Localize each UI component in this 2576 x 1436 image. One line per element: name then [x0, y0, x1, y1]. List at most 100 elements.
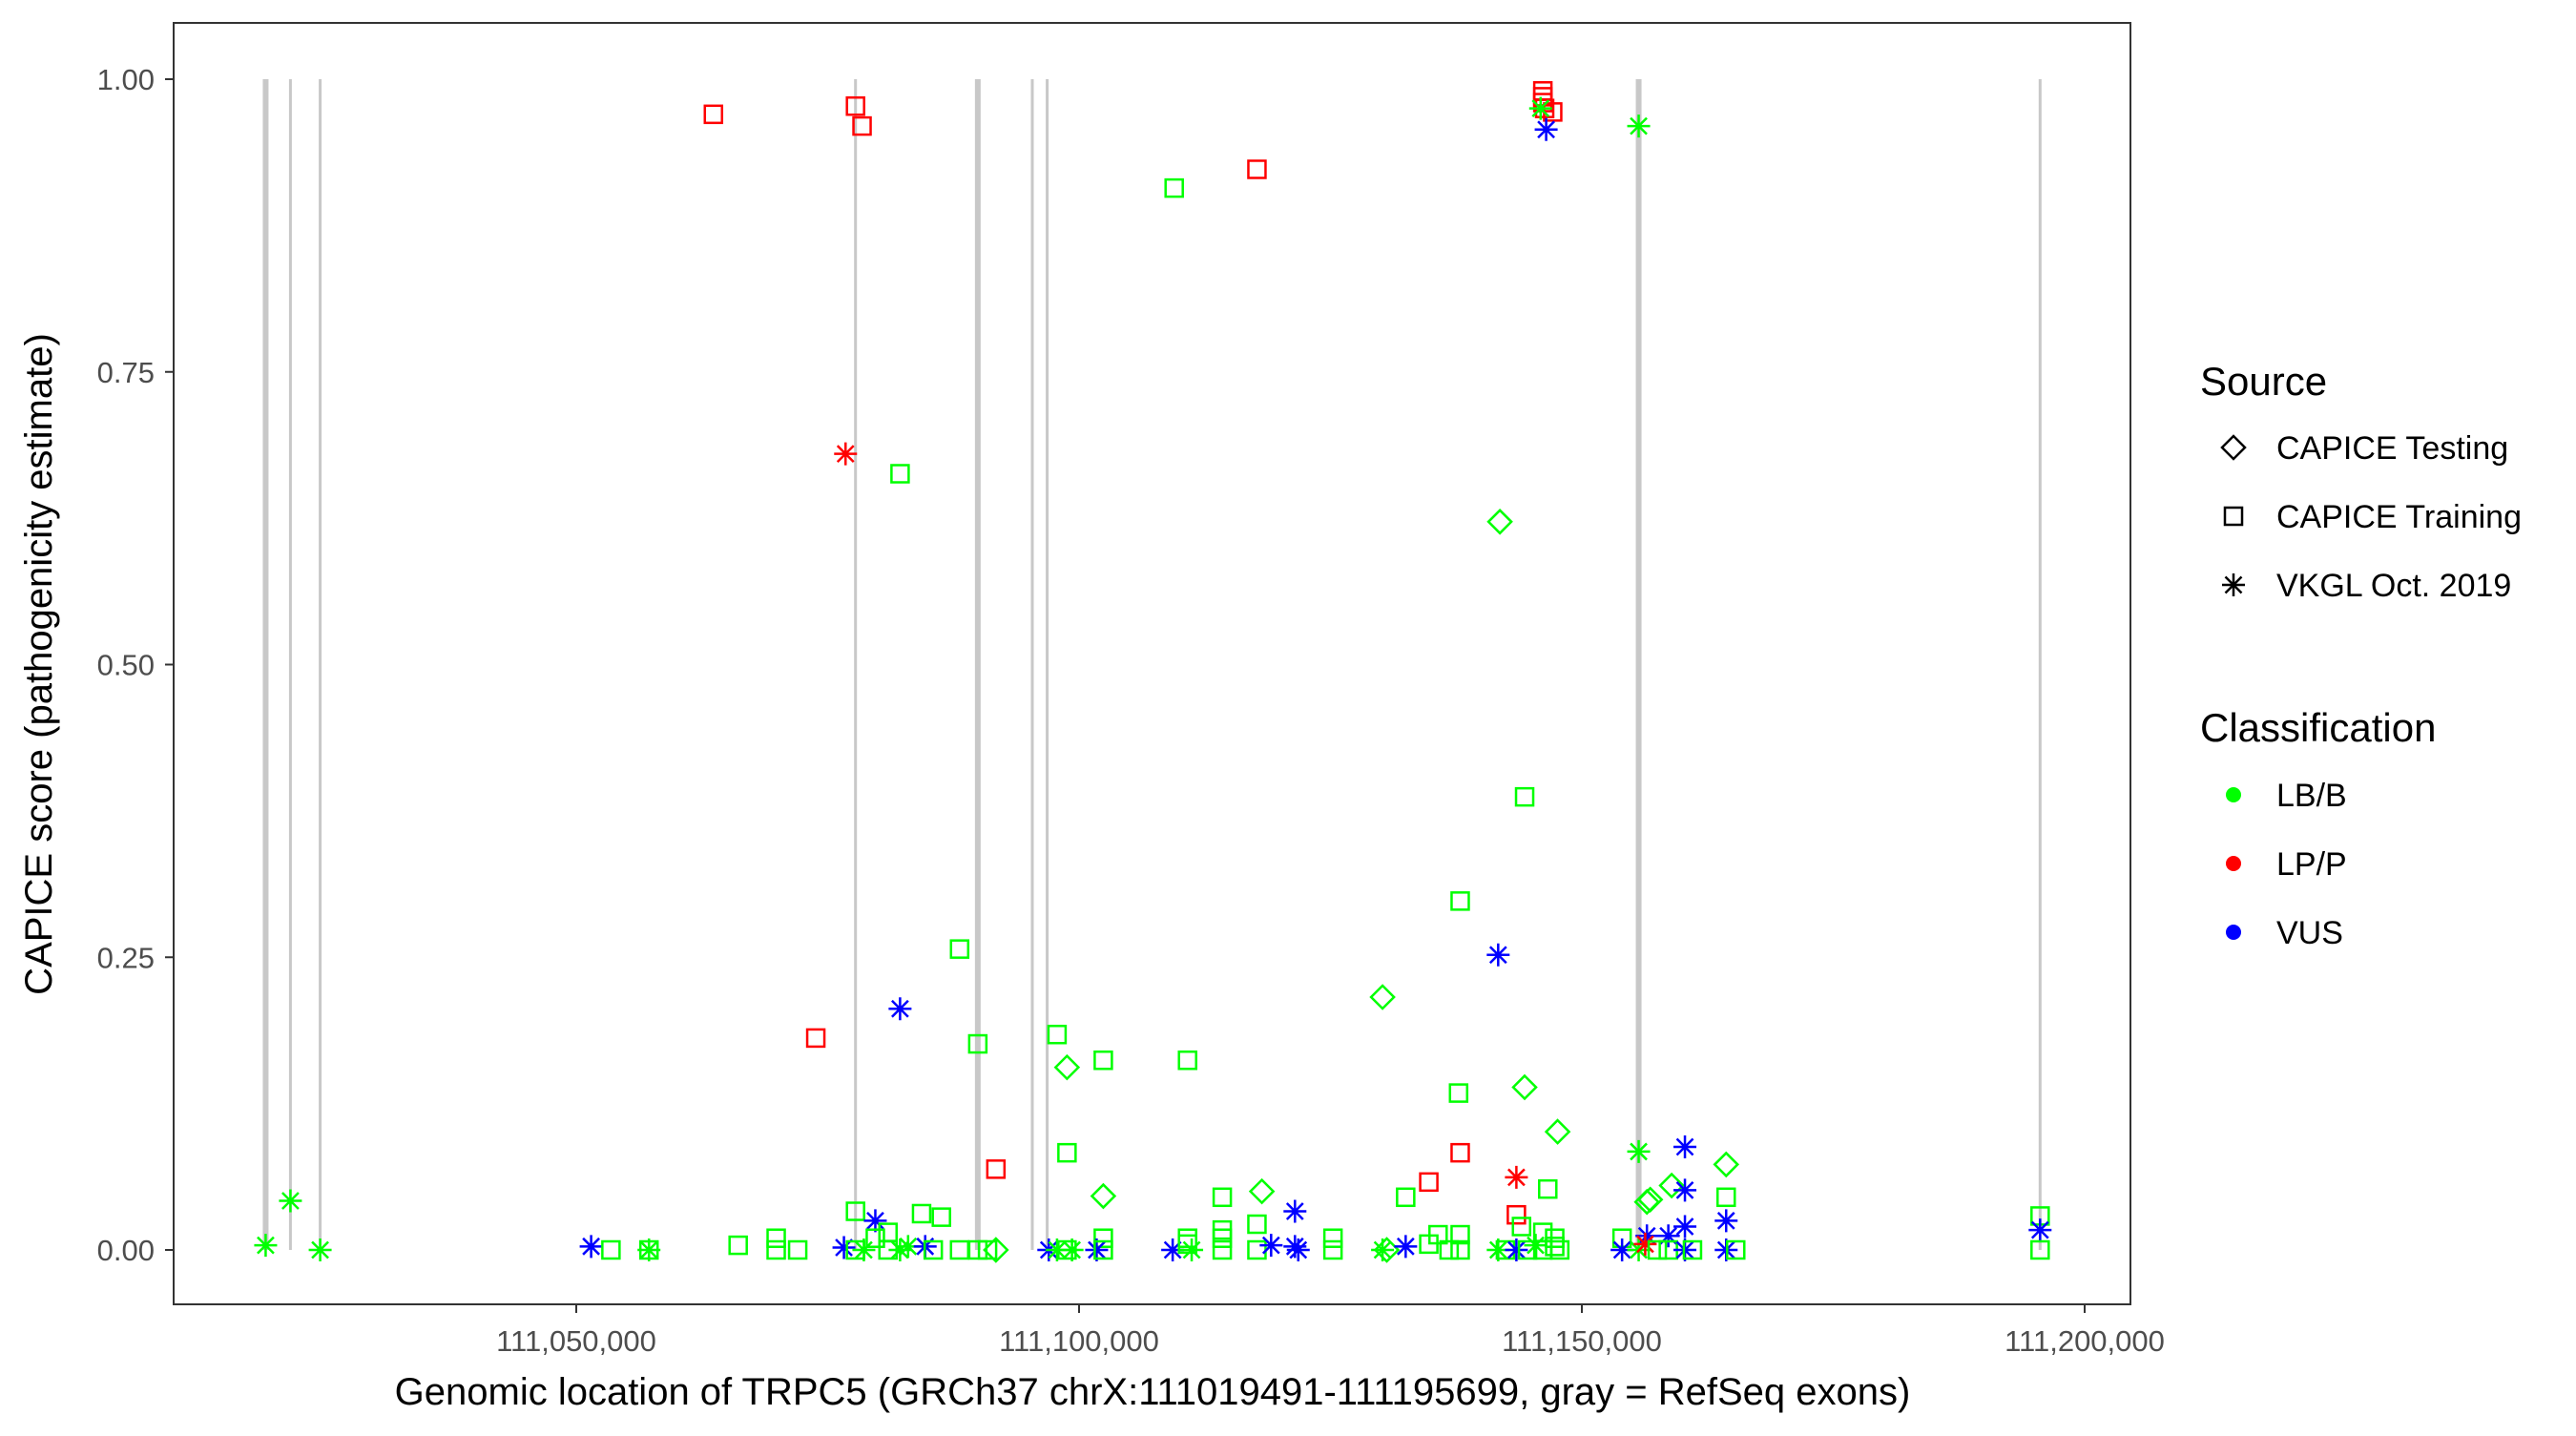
data-point	[977, 1239, 998, 1260]
data-point	[967, 1033, 988, 1054]
data-point	[834, 442, 858, 466]
data-point	[1212, 1228, 1233, 1248]
data-point	[1524, 1234, 1548, 1258]
data-point	[1635, 1224, 1659, 1248]
data-point	[865, 1228, 885, 1248]
data-point	[1448, 1083, 1469, 1103]
data-point	[1177, 1050, 1197, 1071]
data-point	[1247, 159, 1267, 179]
data-point	[1394, 1235, 1418, 1259]
data-point	[896, 1235, 920, 1259]
data-point	[911, 1203, 932, 1224]
data-point	[1045, 1238, 1069, 1261]
data-point	[1514, 786, 1535, 807]
data-point	[1369, 984, 1396, 1010]
legend-class-label: LB/B	[2276, 778, 2347, 814]
y-tick-label: 0.25	[97, 941, 155, 974]
data-point	[254, 1234, 278, 1258]
data-point	[1486, 1238, 1510, 1261]
data-point	[601, 1239, 621, 1260]
data-point	[1371, 1238, 1395, 1261]
data-point	[1164, 177, 1184, 198]
data-point	[1093, 1050, 1113, 1071]
data-point	[579, 1235, 603, 1259]
data-point	[279, 1189, 302, 1213]
data-point	[637, 1238, 661, 1261]
x-axis-title: Genomic location of TRPC5 (GRCh37 chrX:1…	[395, 1371, 1911, 1413]
data-point	[1506, 1204, 1527, 1225]
data-point	[1673, 1135, 1697, 1159]
data-point	[1715, 1187, 1736, 1208]
data-point	[1647, 1239, 1668, 1260]
x-tick-label: 111,100,000	[999, 1324, 1159, 1358]
data-point	[923, 1239, 944, 1260]
legend-source-key-square	[2223, 506, 2244, 527]
data-point	[1090, 1182, 1117, 1210]
y-tick-label: 0.50	[97, 649, 155, 682]
legend-source-key-diamond	[2220, 434, 2247, 461]
data-point	[1057, 1142, 1077, 1163]
legend-source-label: CAPICE Testing	[2276, 430, 2508, 467]
data-point	[1538, 1178, 1558, 1199]
legend-source-label: CAPICE Training	[2276, 499, 2522, 535]
data-point	[1673, 1178, 1697, 1202]
legend-source-label: VKGL Oct. 2019	[2276, 568, 2511, 604]
legend-class-key	[2226, 856, 2241, 871]
data-point	[1286, 1238, 1310, 1261]
data-points	[254, 81, 2052, 1263]
legend-source-key-asterisk	[2222, 573, 2245, 596]
data-point	[852, 1238, 876, 1261]
data-point	[949, 939, 970, 959]
data-point	[1658, 1172, 1685, 1199]
data-point	[1511, 1217, 1532, 1237]
data-point	[983, 1237, 1009, 1263]
data-point	[1714, 1209, 1738, 1233]
legend-class-key	[2226, 787, 2241, 802]
data-point	[1060, 1238, 1084, 1261]
data-point	[1322, 1239, 1343, 1260]
data-point	[1450, 891, 1470, 911]
data-point	[1656, 1224, 1680, 1248]
data-point	[1610, 1238, 1634, 1261]
data-point	[1047, 1024, 1068, 1045]
data-point	[1419, 1172, 1439, 1193]
legend-class-label: VUS	[2276, 915, 2343, 951]
data-point	[1544, 1118, 1571, 1145]
data-point	[1161, 1238, 1185, 1261]
x-tick-label: 111,150,000	[1502, 1324, 1662, 1358]
data-point	[1439, 1239, 1460, 1260]
data-point	[888, 997, 912, 1021]
legend-source-title: Source	[2200, 359, 2327, 404]
data-point	[890, 464, 910, 484]
data-point	[1247, 1214, 1267, 1235]
data-point	[1450, 1224, 1470, 1245]
data-point	[1486, 943, 1510, 967]
data-point	[1505, 1238, 1528, 1261]
data-point	[308, 1238, 332, 1261]
data-point	[1180, 1238, 1204, 1261]
data-point	[1633, 1232, 1657, 1256]
data-point	[1726, 1239, 1746, 1260]
data-point	[888, 1238, 912, 1261]
data-point	[1283, 1199, 1307, 1223]
data-point	[1093, 1228, 1113, 1248]
data-point	[728, 1235, 748, 1256]
data-point	[1085, 1238, 1109, 1261]
data-point	[1212, 1187, 1233, 1208]
data-point	[1486, 509, 1513, 535]
data-point	[787, 1239, 808, 1260]
plot-panel	[173, 22, 2131, 1305]
data-point	[1396, 1187, 1416, 1208]
data-point	[1673, 1215, 1697, 1238]
data-point	[1545, 1237, 1565, 1257]
legend-class-label: LP/P	[2276, 846, 2347, 883]
data-point	[2030, 1239, 2050, 1260]
data-point	[863, 1209, 887, 1233]
data-point	[832, 1236, 856, 1259]
data-point	[1549, 1239, 1570, 1260]
data-point	[852, 115, 872, 136]
legend-class-title: Classification	[2200, 705, 2436, 750]
data-point	[766, 1239, 786, 1260]
data-point	[1259, 1234, 1283, 1258]
